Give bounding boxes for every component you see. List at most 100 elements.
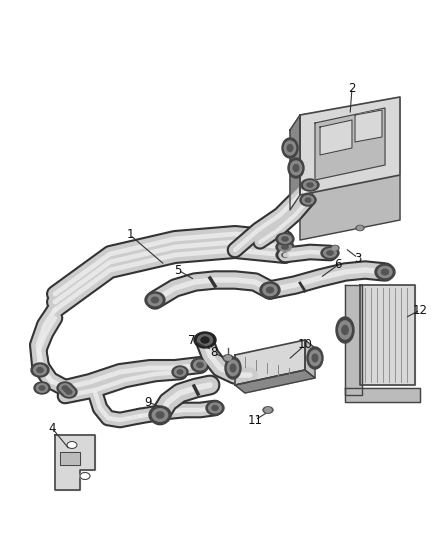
Polygon shape: [235, 370, 315, 393]
Ellipse shape: [279, 243, 291, 251]
Ellipse shape: [301, 179, 319, 191]
Ellipse shape: [206, 401, 224, 415]
Text: 6: 6: [334, 259, 342, 271]
Ellipse shape: [293, 165, 299, 172]
Ellipse shape: [331, 245, 339, 251]
Text: 12: 12: [413, 303, 427, 317]
Ellipse shape: [60, 384, 71, 392]
Ellipse shape: [279, 235, 291, 243]
Ellipse shape: [276, 233, 294, 245]
Ellipse shape: [288, 158, 304, 178]
Ellipse shape: [230, 364, 236, 372]
Ellipse shape: [67, 441, 77, 448]
Ellipse shape: [302, 196, 314, 204]
Polygon shape: [290, 115, 300, 210]
Ellipse shape: [336, 317, 354, 343]
Ellipse shape: [225, 356, 231, 360]
Ellipse shape: [357, 226, 363, 230]
Ellipse shape: [145, 292, 165, 308]
Polygon shape: [55, 435, 95, 490]
Text: 11: 11: [247, 414, 262, 426]
Polygon shape: [235, 340, 305, 385]
Ellipse shape: [62, 386, 68, 390]
Text: 8: 8: [210, 346, 218, 359]
Ellipse shape: [149, 406, 171, 424]
Text: 1: 1: [126, 229, 134, 241]
Ellipse shape: [284, 141, 296, 155]
Ellipse shape: [152, 297, 159, 303]
Ellipse shape: [61, 386, 73, 394]
Ellipse shape: [225, 357, 241, 379]
Ellipse shape: [64, 388, 74, 396]
Ellipse shape: [174, 368, 186, 376]
Ellipse shape: [266, 287, 273, 293]
Ellipse shape: [321, 247, 339, 259]
Ellipse shape: [282, 237, 288, 241]
Polygon shape: [345, 388, 420, 402]
Text: 4: 4: [48, 422, 56, 434]
Ellipse shape: [282, 138, 298, 158]
Ellipse shape: [148, 294, 162, 305]
Polygon shape: [355, 110, 382, 142]
Text: 9: 9: [144, 395, 152, 408]
Ellipse shape: [66, 390, 72, 394]
Ellipse shape: [152, 409, 168, 421]
Polygon shape: [300, 97, 400, 195]
Ellipse shape: [327, 251, 333, 255]
Ellipse shape: [307, 183, 313, 187]
Ellipse shape: [34, 382, 50, 394]
Ellipse shape: [375, 264, 395, 280]
Polygon shape: [300, 175, 400, 240]
Ellipse shape: [276, 241, 294, 253]
Ellipse shape: [177, 370, 183, 374]
Ellipse shape: [201, 337, 209, 343]
Ellipse shape: [282, 245, 288, 249]
Ellipse shape: [59, 384, 75, 396]
Ellipse shape: [287, 144, 293, 151]
Ellipse shape: [57, 382, 73, 394]
Ellipse shape: [80, 472, 90, 480]
Polygon shape: [360, 285, 415, 385]
Text: 5: 5: [174, 263, 182, 277]
Ellipse shape: [212, 406, 218, 410]
Ellipse shape: [61, 386, 77, 398]
Ellipse shape: [282, 253, 288, 257]
Polygon shape: [315, 108, 385, 180]
Ellipse shape: [312, 354, 318, 362]
Ellipse shape: [37, 368, 43, 373]
Ellipse shape: [378, 266, 392, 278]
Text: 7: 7: [188, 334, 196, 346]
Ellipse shape: [198, 335, 212, 345]
Ellipse shape: [191, 358, 209, 372]
Ellipse shape: [309, 350, 321, 366]
Ellipse shape: [279, 251, 291, 259]
Ellipse shape: [307, 347, 323, 369]
Text: 10: 10: [297, 338, 312, 351]
Polygon shape: [60, 452, 80, 465]
Ellipse shape: [300, 194, 316, 206]
Ellipse shape: [197, 362, 203, 367]
Ellipse shape: [31, 363, 49, 377]
Ellipse shape: [64, 388, 70, 392]
Ellipse shape: [339, 321, 351, 339]
Ellipse shape: [342, 326, 348, 335]
Ellipse shape: [356, 225, 364, 231]
Ellipse shape: [156, 412, 164, 418]
Ellipse shape: [332, 246, 338, 250]
Text: 3: 3: [354, 252, 362, 264]
Ellipse shape: [223, 355, 233, 361]
Ellipse shape: [208, 403, 221, 413]
Ellipse shape: [276, 249, 294, 261]
Polygon shape: [305, 340, 315, 378]
Ellipse shape: [263, 285, 277, 296]
Ellipse shape: [36, 384, 48, 392]
Ellipse shape: [305, 198, 311, 202]
Text: 2: 2: [348, 82, 356, 94]
Ellipse shape: [260, 282, 280, 298]
Ellipse shape: [194, 332, 216, 348]
Ellipse shape: [290, 161, 302, 175]
Ellipse shape: [227, 360, 239, 376]
Ellipse shape: [194, 360, 206, 370]
Ellipse shape: [263, 407, 273, 413]
Ellipse shape: [39, 386, 45, 390]
